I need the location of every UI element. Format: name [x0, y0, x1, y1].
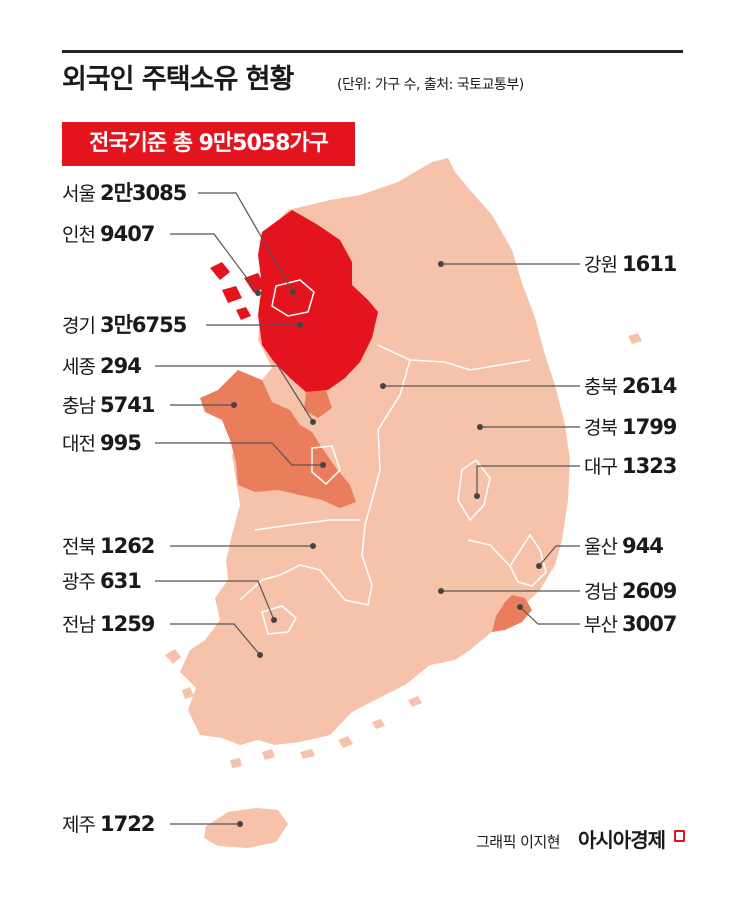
leader-lines: [155, 192, 580, 825]
label-name: 서울: [62, 183, 96, 205]
total-banner: 전국기준 총 9만5058가구: [62, 122, 355, 166]
dot-seoul: [290, 289, 296, 295]
dot-sejong: [310, 419, 316, 425]
label-name: 광주: [62, 571, 96, 593]
leader-sejong: [155, 365, 314, 423]
leader-daejeon: [155, 442, 323, 466]
label-incheon: 인천 9407: [62, 220, 155, 248]
dot-jeju: [237, 821, 243, 827]
label-value: 631: [99, 569, 142, 593]
leader-ulsan: [538, 545, 580, 567]
leader-daegu: [476, 465, 580, 496]
label-value: 1799: [621, 415, 677, 439]
label-value: 5741: [99, 393, 155, 417]
label-value: 2609: [621, 579, 677, 603]
dot-gyeonggi: [297, 322, 303, 328]
dot-gwangju: [271, 617, 277, 623]
label-name: 울산: [584, 536, 618, 558]
dot-incheon: [255, 290, 261, 296]
label-value: 944: [621, 534, 664, 558]
label-name: 충남: [62, 395, 96, 417]
label-seoul: 서울 2만3085: [62, 179, 187, 207]
map-sejong[interactable]: [304, 390, 332, 418]
label-name: 경기: [62, 315, 96, 337]
label-name: 제주: [62, 814, 96, 836]
label-gangwon: 강원 1611: [584, 250, 677, 278]
label-jeonnam: 전남 1259: [62, 610, 155, 638]
label-gyeongbuk: 경북 1799: [584, 413, 677, 441]
label-jeonbuk: 전북 1262: [62, 532, 155, 560]
leader-seoul: [198, 192, 294, 293]
label-gyeonggi: 경기 3만6755: [62, 311, 187, 339]
map-jeju[interactable]: [204, 808, 288, 848]
label-daegu: 대구 1323: [584, 452, 677, 480]
label-value: 1262: [99, 534, 155, 558]
label-value: 3007: [621, 612, 677, 636]
leader-jeonnam: [170, 623, 261, 656]
label-value: 1722: [99, 812, 155, 836]
map-borders: [239, 344, 547, 606]
label-name: 전남: [62, 614, 96, 636]
top-rule: [62, 50, 683, 53]
dot-daegu: [474, 493, 480, 499]
map-chungnam[interactable]: [200, 370, 356, 508]
label-sejong: 세종 294: [62, 352, 142, 380]
label-chungbuk: 충북 2614: [584, 372, 677, 400]
dot-busan: [517, 604, 523, 610]
map-gyeonggi[interactable]: [258, 210, 378, 392]
label-busan: 부산 3007: [584, 610, 677, 638]
label-name: 대전: [62, 433, 96, 455]
map-subtitle: (단위: 가구 수, 출처: 국토교통부): [337, 77, 524, 93]
label-ulsan: 울산 944: [584, 532, 664, 560]
label-daejeon: 대전 995: [62, 429, 142, 457]
label-name: 인천: [62, 224, 96, 246]
label-value: 995: [99, 431, 142, 455]
map-title: 외국인 주택소유 현황: [62, 64, 294, 95]
label-name: 경남: [584, 581, 618, 603]
label-value: 1259: [99, 612, 155, 636]
label-gyeongnam: 경남 2609: [584, 577, 677, 605]
map-busan[interactable]: [492, 595, 532, 632]
label-value: 1323: [621, 454, 677, 478]
label-jeju: 제주 1722: [62, 810, 155, 838]
label-name: 경북: [584, 417, 618, 439]
leader-incheon: [170, 233, 259, 294]
map-gwangju-outline: [261, 605, 297, 635]
label-name: 부산: [584, 614, 618, 636]
leader-busan: [519, 606, 580, 625]
label-name: 세종: [62, 356, 96, 378]
label-value: 1611: [621, 252, 677, 276]
label-value: 2만3085: [99, 181, 187, 205]
graphic-credit: 그래픽 이지현: [476, 833, 561, 851]
leader-dots: [231, 261, 542, 827]
dot-ulsan: [536, 563, 542, 569]
label-value: 3만6755: [99, 313, 187, 337]
dot-jeonnam: [257, 652, 263, 658]
label-value: 9407: [99, 222, 155, 246]
dot-gangwon: [438, 261, 444, 267]
dot-chungbuk: [380, 383, 386, 389]
dot-gyeongnam: [438, 588, 444, 594]
brand-mark-icon: [674, 830, 685, 842]
label-value: 2614: [621, 374, 677, 398]
dot-gyeongbuk: [477, 424, 483, 430]
label-name: 충북: [584, 376, 618, 398]
label-name: 전북: [62, 536, 96, 558]
label-name: 강원: [584, 254, 618, 276]
dot-daejeon: [320, 462, 326, 468]
leader-gwangju: [155, 580, 275, 621]
dot-chungnam: [231, 402, 237, 408]
label-gwangju: 광주 631: [62, 567, 142, 595]
map-seoul-outline: [271, 279, 315, 317]
dot-jeonbuk: [310, 543, 316, 549]
map-incheon-islands: [210, 262, 266, 320]
label-chungnam: 충남 5741: [62, 391, 155, 419]
label-value: 294: [99, 354, 142, 378]
map-daejeon-outline: [311, 445, 341, 486]
label-name: 대구: [584, 456, 618, 478]
brand-logo: 아시아경제: [578, 828, 666, 852]
